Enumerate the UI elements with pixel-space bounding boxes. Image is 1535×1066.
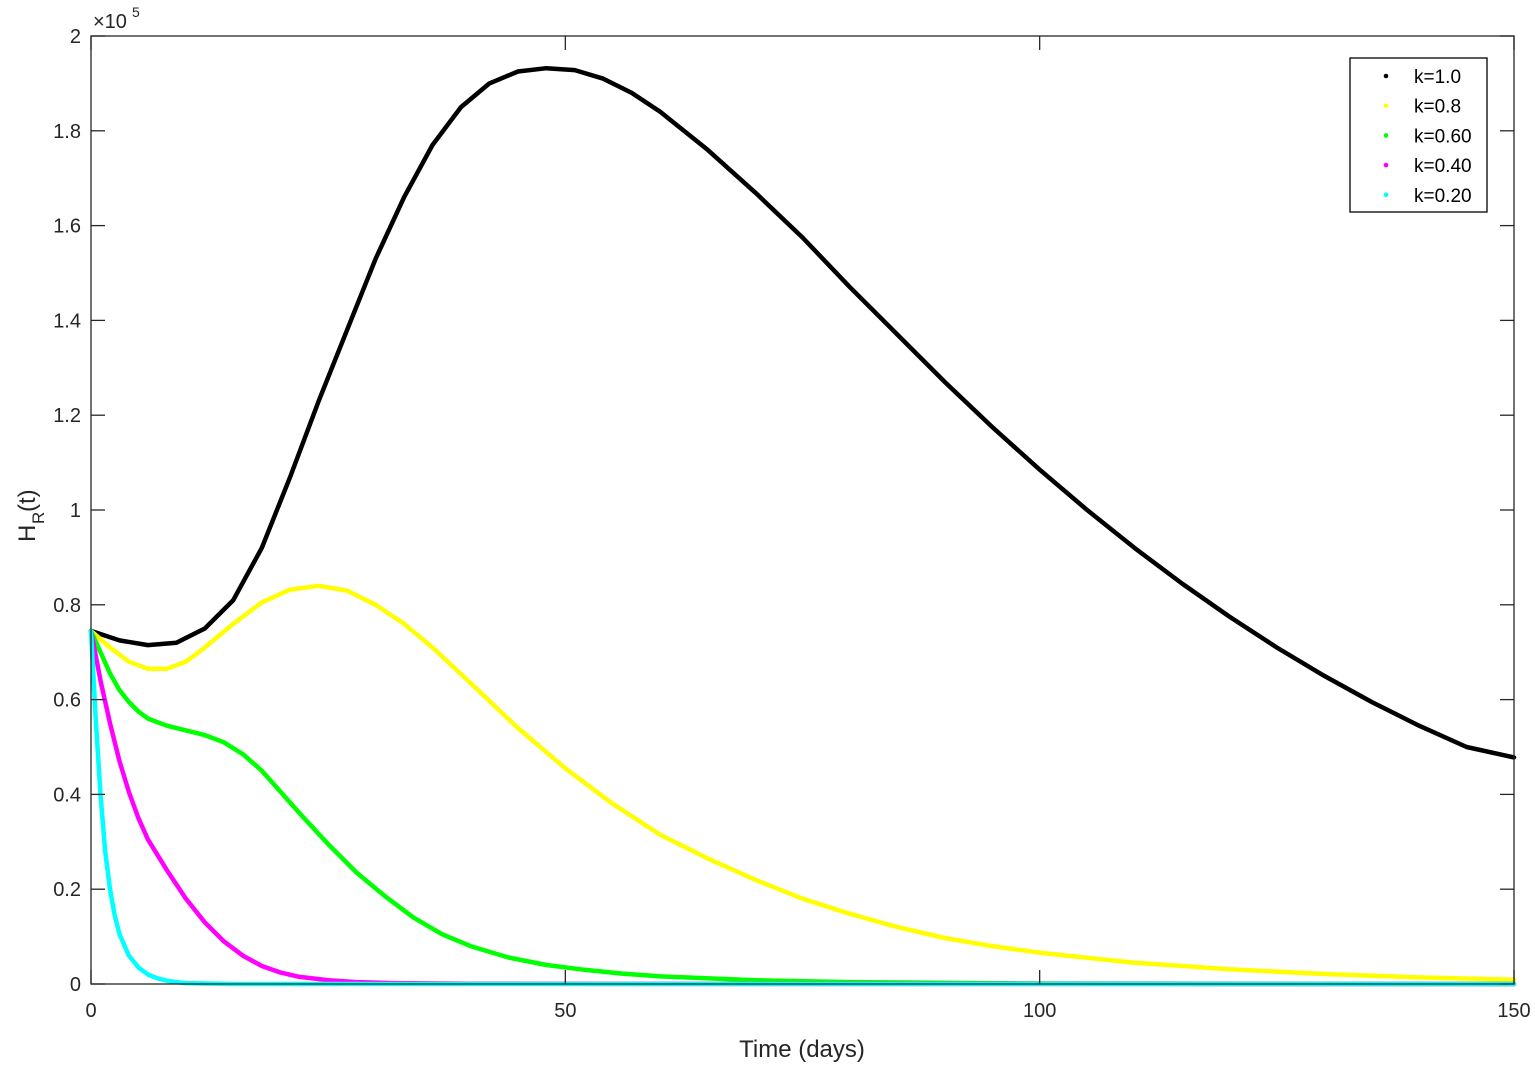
y-tick-label: 2 [70,26,81,48]
series-layer [88,65,1517,987]
series-line-1 [88,583,1517,982]
y-tick-label: 0 [70,974,81,996]
y-tick-label: 0.6 [53,690,81,712]
x-tick-label: 150 [1497,1000,1530,1022]
legend-marker [1383,73,1389,79]
legend-marker [1383,103,1389,108]
exponent-label: ×10 5 [93,4,140,33]
exponent-base: ×10 [93,11,127,33]
x-tick-label: 0 [85,1000,96,1022]
y-axis-title-main: H [14,525,41,542]
legend-marker [1383,133,1389,138]
x-tick-label: 100 [1023,1000,1056,1022]
y-tick-label: 1.6 [53,216,81,238]
legend-label: k=0.60 [1414,126,1472,147]
y-tick-label: 1.2 [53,405,81,427]
legend-label: k=0.20 [1414,186,1472,207]
x-axis-title: Time (days) [739,1036,865,1063]
y-tick-label: 1.4 [53,310,81,332]
legend: k=1.0 k=0.8 k=0.60 k=0.40 k=0.20 [1349,57,1488,213]
y-tick-label: 1 [70,500,81,522]
y-tick-label: 0.2 [53,879,81,901]
legend-box [1349,57,1488,213]
y-axis-title: H R (t) [14,489,48,542]
series-line-0 [88,65,1517,760]
series-line-4 [88,628,1517,987]
ticks-layer: 0 50 100 150 0 0.2 0.4 0.6 0.8 1 1.2 1.4 1.6 1.8 2 [53,26,1531,1022]
y-tick-label: 0.4 [53,784,81,806]
series-line-2 [88,628,1517,987]
legend-marker [1383,192,1389,198]
legend-label: k=1.0 [1414,67,1461,88]
legend-marker [1383,162,1389,168]
y-axis-title-sub: R [29,512,48,524]
legend-label: k=0.8 [1414,97,1461,118]
x-tick-label: 50 [554,1000,576,1022]
y-axis-title-tail: (t) [14,489,41,512]
plot-background [91,36,1514,984]
y-tick-label: 1.8 [53,121,81,143]
legend-label: k=0.40 [1414,156,1472,177]
y-tick-label: 0.8 [53,595,81,617]
exponent-power: 5 [132,4,140,20]
